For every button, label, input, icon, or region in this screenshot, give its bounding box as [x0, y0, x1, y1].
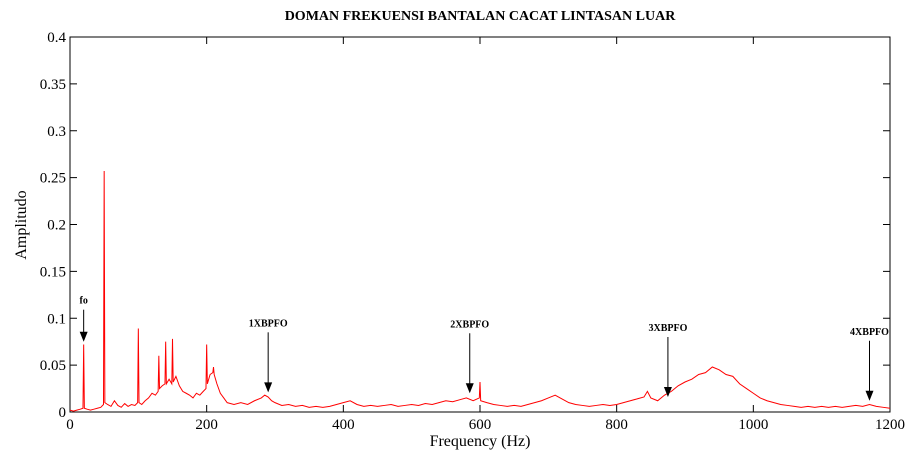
chart-title: DOMAN FREKUENSI BANTALAN CACAT LINTASAN … [285, 9, 677, 24]
spectrum-line [69, 171, 891, 412]
y-tick-label: 0.1 [47, 311, 66, 327]
annotation-arrowhead [865, 390, 874, 401]
annotation-label: fo [79, 296, 87, 307]
annotation-arrowhead [79, 331, 88, 342]
x-tick-label: 800 [605, 417, 628, 433]
y-tick-label: 0 [59, 405, 67, 421]
annotation-label: 3XBPFO [648, 323, 687, 334]
x-tick-label: 1000 [738, 417, 768, 433]
x-tick-label: 400 [332, 417, 355, 433]
x-tick-label: 0 [66, 417, 74, 433]
annotation-label: 4XBPFO [850, 327, 889, 338]
annotation-label: 2XBPFO [450, 319, 489, 330]
y-tick-label: 0.4 [47, 30, 66, 46]
x-tick-label: 200 [195, 417, 218, 433]
annotation-arrowhead [663, 387, 672, 397]
y-tick-label: 0.15 [40, 264, 66, 280]
x-axis-label: Frequency (Hz) [430, 433, 531, 450]
y-tick-label: 0.2 [47, 218, 66, 234]
x-tick-label: 1200 [875, 417, 905, 433]
y-tick-label: 0.35 [40, 77, 66, 93]
annotation-label: 1XBPFO [249, 318, 288, 329]
annotation-arrowhead [264, 382, 273, 393]
annotation-arrowhead [465, 383, 474, 394]
y-axis-label: Amplitudo [13, 190, 30, 259]
y-tick-label: 0.05 [40, 358, 66, 374]
y-tick-label: 0.25 [40, 171, 66, 187]
y-tick-label: 0.3 [47, 124, 66, 140]
x-tick-label: 600 [469, 417, 492, 433]
